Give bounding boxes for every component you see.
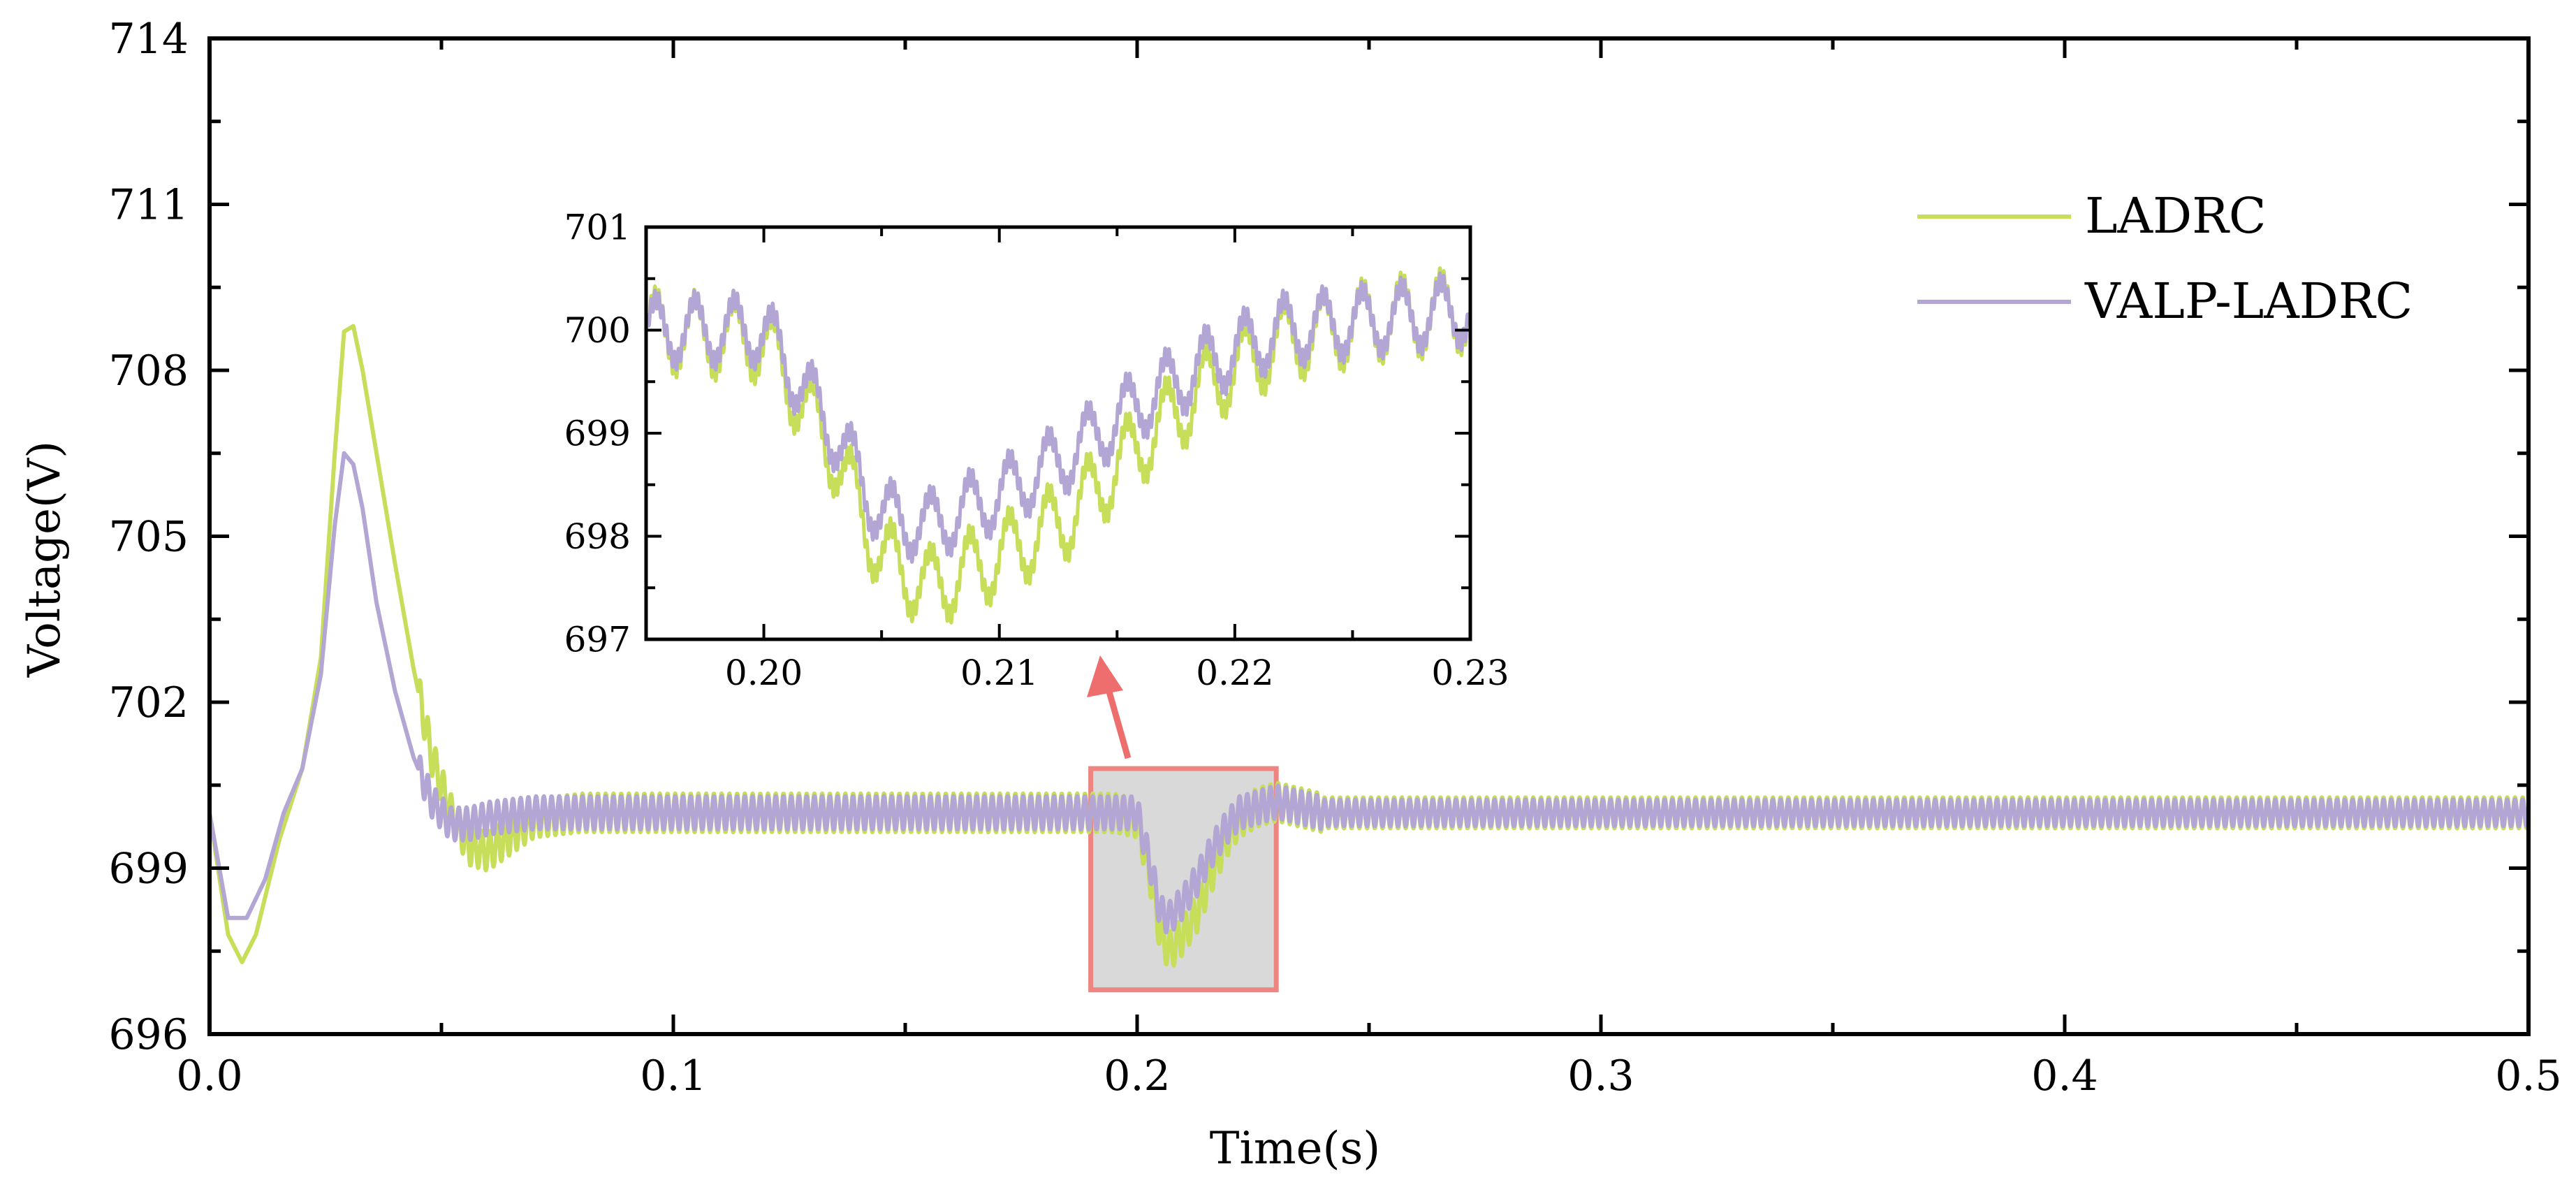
inset-x-tick-label: 0.21: [960, 653, 1038, 693]
inset-axes: 0.20 0.21 0.22 0.23 697 698 699 700 701: [564, 208, 1509, 694]
inset-y-tick-label: 700: [564, 310, 631, 351]
inset-x-tick-label: 0.23: [1431, 653, 1509, 693]
x-tick-label: 0.4: [2031, 1052, 2098, 1100]
legend: LADRC VALP-LADRC: [1917, 187, 2413, 330]
inset-y-tick-label: 701: [564, 208, 631, 248]
y-tick-label: 696: [108, 1010, 189, 1059]
x-tick-label: 0.5: [2495, 1052, 2561, 1100]
x-tick-label: 0.1: [640, 1052, 706, 1100]
inset-y-tick-label: 699: [564, 414, 631, 454]
y-axis-title: Voltage(V): [19, 441, 71, 678]
legend-label-valp-ladrc: VALP-LADRC: [2084, 272, 2413, 330]
inset-x-tick-label: 0.22: [1196, 653, 1273, 693]
x-axis-title: Time(s): [1210, 1123, 1381, 1175]
zoom-arrow-head: [1087, 655, 1123, 697]
main-series-layer: [210, 324, 2529, 968]
series-line-valp-ladrc-inset: [646, 271, 1470, 564]
y-tick-label: 699: [108, 845, 189, 894]
inset-series-layer: [646, 266, 1470, 625]
y-tick-label: 714: [108, 15, 189, 64]
series-line-valp-ladrc: [210, 451, 2529, 935]
y-tick-label: 708: [108, 347, 189, 395]
y-tick-label: 702: [108, 678, 189, 727]
zoom-arrow-shaft: [1106, 690, 1132, 759]
y-tick-label: 705: [108, 513, 189, 562]
legend-label-ladrc: LADRC: [2085, 187, 2266, 245]
inset-y-tick-label: 698: [564, 516, 631, 557]
main-axes: 0.0 0.1 0.2 0.3 0.4 0.5 696 699 702 705 708 711 714: [108, 15, 2561, 1100]
zoom-arrow: [1087, 655, 1132, 759]
inset-background: [646, 227, 1470, 639]
x-tick-label: 0.2: [1104, 1052, 1170, 1100]
x-tick-label: 0.3: [1567, 1052, 1634, 1100]
x-tick-label: 0.0: [176, 1052, 242, 1100]
inset-x-tick-label: 0.20: [725, 653, 803, 693]
inset-y-tick-label: 697: [564, 620, 631, 660]
y-tick-label: 711: [108, 181, 189, 230]
